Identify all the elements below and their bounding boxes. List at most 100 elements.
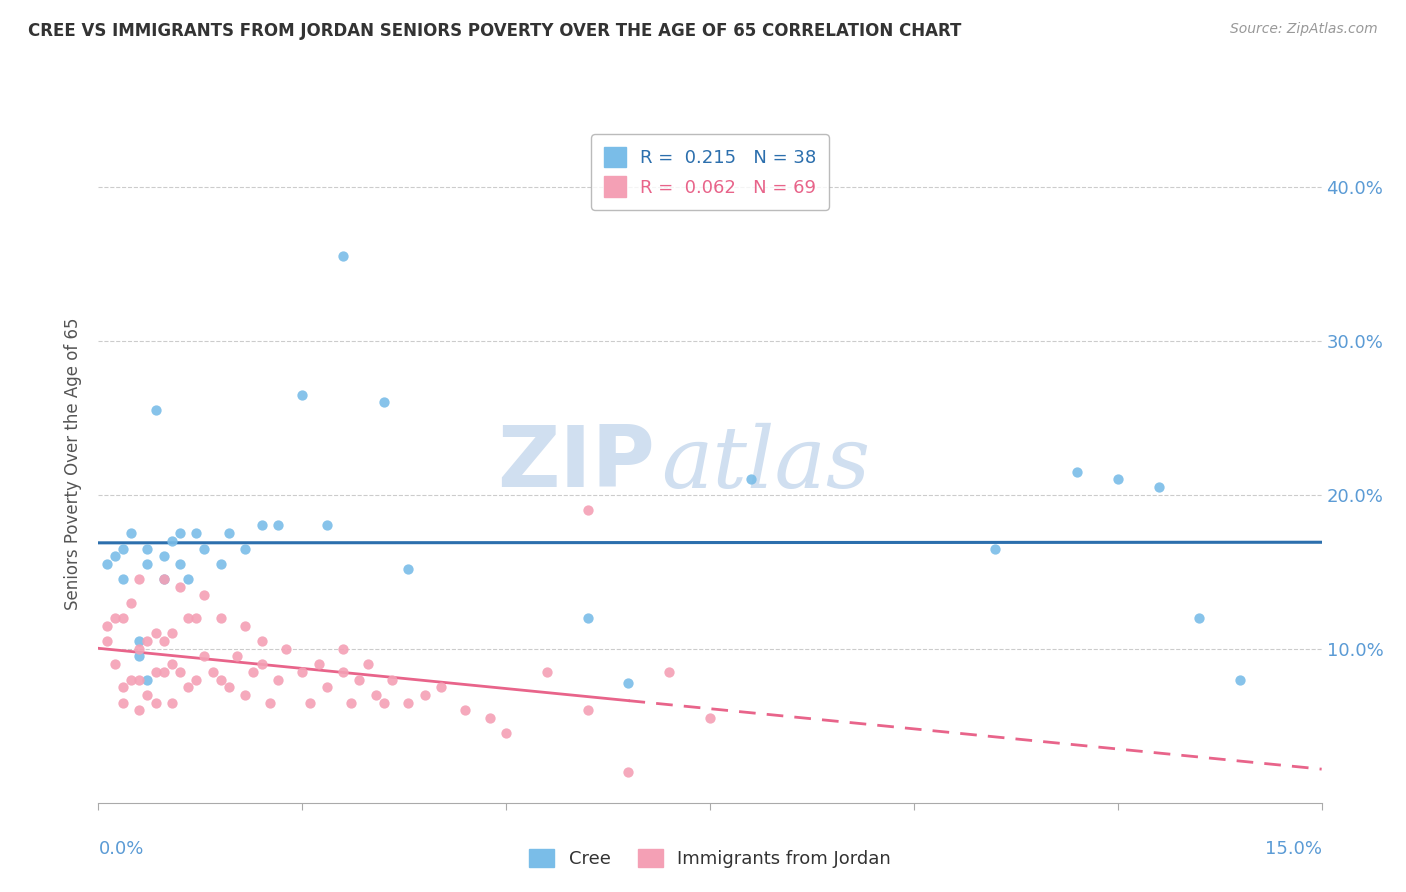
Point — [274, 641, 297, 656]
Point — [152, 573, 174, 587]
Point — [1107, 472, 1129, 486]
Point — [1147, 480, 1170, 494]
Point — [413, 688, 436, 702]
Point — [169, 557, 191, 571]
Point — [193, 541, 215, 556]
Point — [209, 673, 232, 687]
Point — [315, 680, 337, 694]
Point — [299, 696, 322, 710]
Point — [177, 611, 200, 625]
Point — [226, 649, 249, 664]
Point — [332, 641, 354, 656]
Point — [111, 573, 134, 587]
Point — [145, 626, 167, 640]
Y-axis label: Seniors Poverty Over the Age of 65: Seniors Poverty Over the Age of 65 — [65, 318, 83, 610]
Point — [576, 503, 599, 517]
Point — [160, 533, 183, 548]
Point — [96, 634, 118, 648]
Point — [699, 711, 721, 725]
Point — [617, 675, 640, 690]
Point — [478, 711, 501, 725]
Point — [128, 634, 150, 648]
Text: Source: ZipAtlas.com: Source: ZipAtlas.com — [1230, 22, 1378, 37]
Legend: Cree, Immigrants from Jordan: Cree, Immigrants from Jordan — [522, 841, 898, 875]
Point — [218, 680, 240, 694]
Point — [233, 688, 256, 702]
Point — [152, 573, 174, 587]
Point — [364, 688, 387, 702]
Point — [145, 665, 167, 679]
Point — [454, 703, 477, 717]
Point — [136, 673, 159, 687]
Point — [349, 673, 371, 687]
Text: ZIP: ZIP — [498, 422, 655, 506]
Point — [128, 649, 150, 664]
Point — [250, 518, 273, 533]
Point — [120, 526, 142, 541]
Point — [396, 696, 419, 710]
Point — [617, 764, 640, 779]
Point — [193, 649, 215, 664]
Point — [104, 657, 127, 672]
Point — [373, 696, 395, 710]
Point — [233, 541, 256, 556]
Point — [152, 634, 174, 648]
Point — [332, 665, 354, 679]
Point — [177, 573, 200, 587]
Point — [218, 526, 240, 541]
Point — [104, 549, 127, 564]
Point — [104, 611, 127, 625]
Point — [96, 618, 118, 632]
Point — [242, 665, 264, 679]
Point — [136, 541, 159, 556]
Point — [250, 634, 273, 648]
Point — [740, 472, 762, 486]
Point — [145, 696, 167, 710]
Point — [250, 657, 273, 672]
Point — [308, 657, 330, 672]
Point — [430, 680, 453, 694]
Point — [186, 611, 208, 625]
Point — [111, 696, 134, 710]
Point — [291, 387, 314, 401]
Point — [259, 696, 281, 710]
Text: atlas: atlas — [661, 423, 870, 505]
Point — [536, 665, 558, 679]
Point — [1066, 465, 1088, 479]
Point — [145, 403, 167, 417]
Point — [356, 657, 378, 672]
Point — [160, 626, 183, 640]
Point — [1188, 611, 1211, 625]
Point — [373, 395, 395, 409]
Point — [267, 518, 290, 533]
Text: CREE VS IMMIGRANTS FROM JORDAN SENIORS POVERTY OVER THE AGE OF 65 CORRELATION CH: CREE VS IMMIGRANTS FROM JORDAN SENIORS P… — [28, 22, 962, 40]
Point — [495, 726, 517, 740]
Point — [658, 665, 681, 679]
Point — [984, 541, 1007, 556]
Point — [576, 611, 599, 625]
Point — [209, 611, 232, 625]
Point — [1229, 673, 1251, 687]
Point — [136, 557, 159, 571]
Point — [120, 595, 142, 609]
Point — [160, 696, 183, 710]
Point — [96, 557, 118, 571]
Point — [332, 249, 354, 263]
Point — [128, 703, 150, 717]
Point — [381, 673, 404, 687]
Point — [340, 696, 363, 710]
Point — [233, 618, 256, 632]
Point — [186, 526, 208, 541]
Point — [576, 703, 599, 717]
Point — [120, 673, 142, 687]
Text: 15.0%: 15.0% — [1264, 840, 1322, 858]
Point — [111, 541, 134, 556]
Point — [169, 665, 191, 679]
Point — [136, 634, 159, 648]
Point — [111, 611, 134, 625]
Point — [128, 573, 150, 587]
Point — [201, 665, 224, 679]
Point — [136, 688, 159, 702]
Point — [152, 665, 174, 679]
Point — [186, 673, 208, 687]
